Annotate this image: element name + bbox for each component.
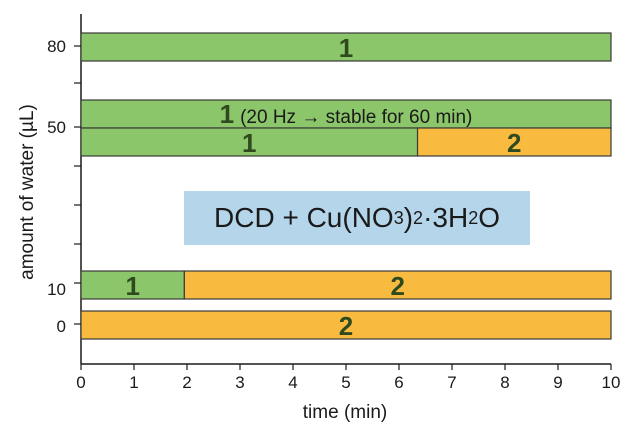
bar-row: 2 [80, 310, 612, 341]
bar-segment [183, 270, 612, 300]
bar-segment [80, 32, 612, 62]
compound-end: O [478, 202, 500, 233]
compound-sub-3: 2 [468, 207, 479, 228]
bar-segment [80, 99, 612, 129]
segment-label: 1 [242, 128, 256, 158]
bar-segment [416, 127, 612, 157]
x-tick-label: 9 [553, 373, 562, 392]
segment-label: 1 [339, 33, 353, 63]
compound-annotation: DCD + Cu(NO 3) 2·3H 2 O [184, 191, 530, 245]
y-tick-label: 50 [47, 118, 66, 137]
x-tick-label: 2 [182, 373, 191, 392]
y-tick-label: 80 [47, 37, 66, 56]
y-tick-label: 10 [47, 280, 66, 299]
x-axis-ticks: 0 1 2 3 4 5 6 7 8 9 10 [76, 364, 620, 392]
x-tick-label: 7 [447, 373, 456, 392]
compound-mid: ) [403, 202, 414, 233]
y-axis-label: amount of water (µL) [17, 104, 38, 280]
segment-label: 2 [339, 311, 353, 341]
compound-sub-1: 3 [393, 207, 404, 228]
x-axis-label: time (min) [303, 402, 387, 423]
segment-label: 2 [390, 271, 404, 301]
segment-label: 2 [507, 128, 521, 158]
x-tick-label: 0 [76, 373, 85, 392]
bar-segment [80, 310, 612, 340]
x-tick-label: 6 [394, 373, 403, 392]
segment-label: 1 [125, 271, 139, 301]
bar-row: 1 [80, 32, 612, 63]
compound-sub-2: 2 [413, 207, 424, 228]
y-tick-label: 0 [57, 317, 66, 336]
compound-suffix: ·3H [423, 202, 469, 233]
x-tick-label: 10 [602, 373, 621, 392]
x-tick-label: 4 [288, 373, 297, 392]
x-tick-label: 8 [500, 373, 509, 392]
bar-segment [80, 270, 185, 300]
bars: 11 (20 Hz → stable for 60 min)1 21 22 [80, 32, 612, 341]
compound-prefix: DCD + Cu(NO [214, 202, 394, 233]
x-tick-label: 1 [129, 373, 138, 392]
bar-row: 1 (20 Hz → stable for 60 min) [80, 99, 612, 129]
x-tick-label: 5 [341, 373, 350, 392]
bar-segment [80, 127, 419, 157]
segment-label: 1 (20 Hz → stable for 60 min) [220, 99, 473, 129]
y-axis-ticks: 80 50 10 0 [47, 37, 81, 336]
x-tick-label: 3 [235, 373, 244, 392]
